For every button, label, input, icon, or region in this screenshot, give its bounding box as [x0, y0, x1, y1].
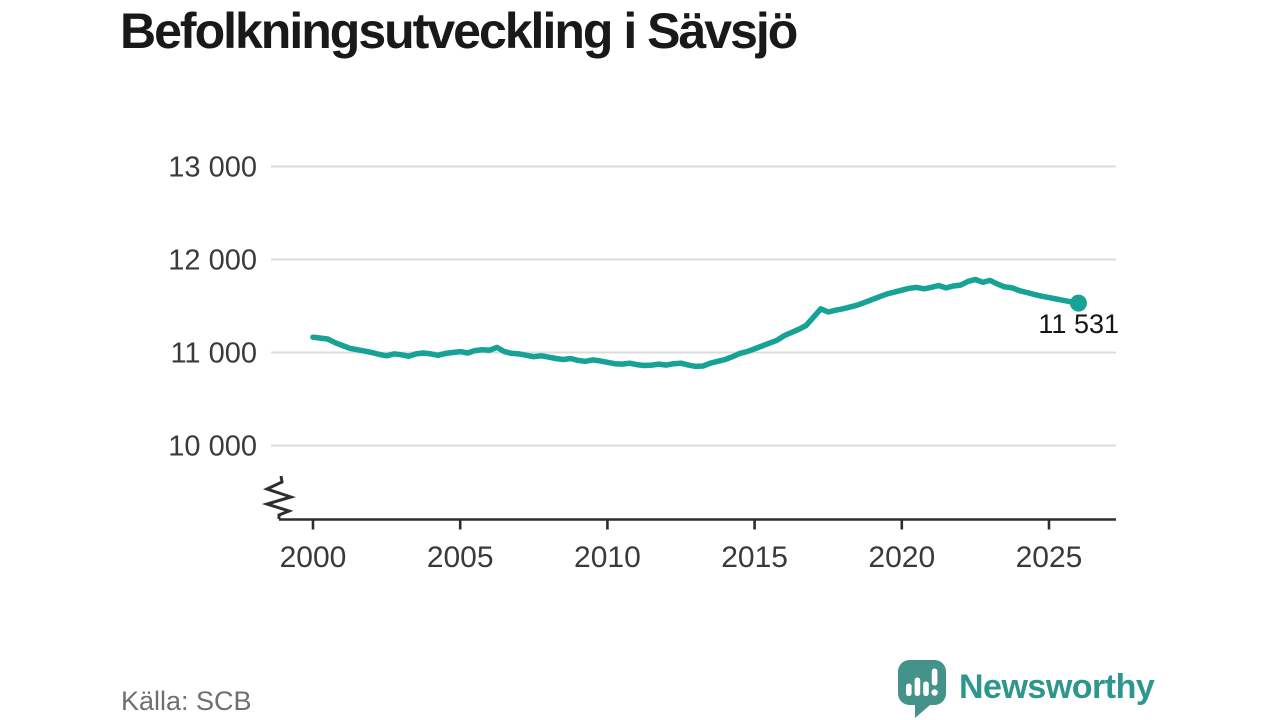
bar-small: [906, 683, 912, 696]
exclamation-stem: [931, 668, 938, 686]
x-axis-label: 2020: [868, 541, 935, 574]
y-axis-label: 11 000: [170, 338, 257, 370]
x-axis-label: 2000: [280, 541, 347, 574]
exclamation-dot: [931, 689, 938, 696]
x-axis-label: 2010: [574, 541, 641, 574]
y-axis-label: 13 000: [168, 152, 257, 184]
y-axis-label: 12 000: [168, 245, 257, 277]
speech-bubble-shape: [898, 660, 946, 718]
bar-medium: [923, 681, 929, 696]
source-note: Källa: SCB: [121, 686, 252, 716]
x-axis-label: 2005: [427, 541, 494, 574]
population-line-series: [310, 276, 1082, 370]
newsworthy-logo-icon: [898, 660, 946, 718]
chart-title: Befolkningsutveckling i Sävsjö: [120, 3, 798, 59]
axis-break-icon: [261, 475, 297, 519]
newsworthy-wordmark: Newsworthy: [959, 668, 1155, 706]
bar-tall: [914, 677, 921, 696]
x-axis-label: 2015: [721, 541, 788, 574]
latest-point-marker: [1069, 294, 1087, 312]
latest-value-label: 11 531: [1038, 309, 1119, 339]
y-axis-label: 10 000: [168, 431, 257, 463]
newsworthy-brand: Newsworthy: [898, 660, 1155, 719]
x-axis-label: 2025: [1016, 541, 1083, 574]
